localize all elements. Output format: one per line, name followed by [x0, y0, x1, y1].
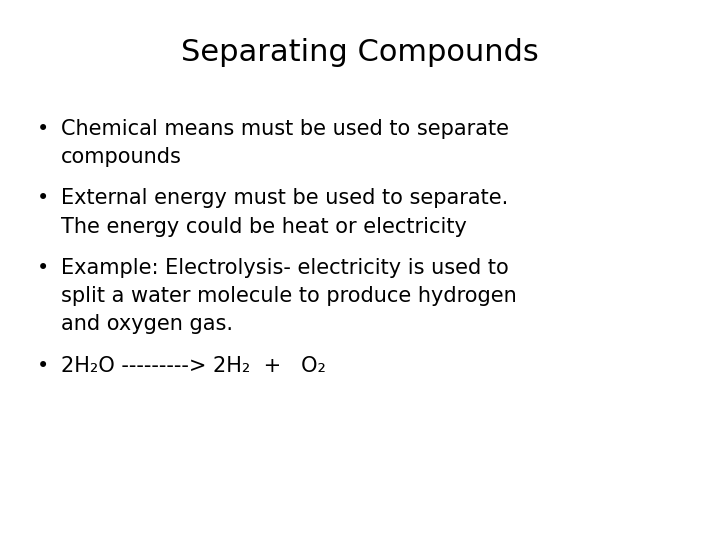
Text: The energy could be heat or electricity: The energy could be heat or electricity: [61, 217, 467, 237]
Text: •: •: [37, 119, 50, 139]
Text: 2H₂O ---------> 2H₂  +   O₂: 2H₂O ---------> 2H₂ + O₂: [61, 356, 326, 376]
Text: External energy must be used to separate.: External energy must be used to separate…: [61, 188, 508, 208]
Text: •: •: [37, 356, 50, 376]
Text: split a water molecule to produce hydrogen: split a water molecule to produce hydrog…: [61, 286, 517, 306]
Text: Separating Compounds: Separating Compounds: [181, 38, 539, 67]
Text: Chemical means must be used to separate: Chemical means must be used to separate: [61, 119, 509, 139]
Text: Example: Electrolysis- electricity is used to: Example: Electrolysis- electricity is us…: [61, 258, 509, 278]
Text: and oxygen gas.: and oxygen gas.: [61, 314, 233, 334]
Text: compounds: compounds: [61, 147, 182, 167]
Text: •: •: [37, 188, 50, 208]
Text: •: •: [37, 258, 50, 278]
